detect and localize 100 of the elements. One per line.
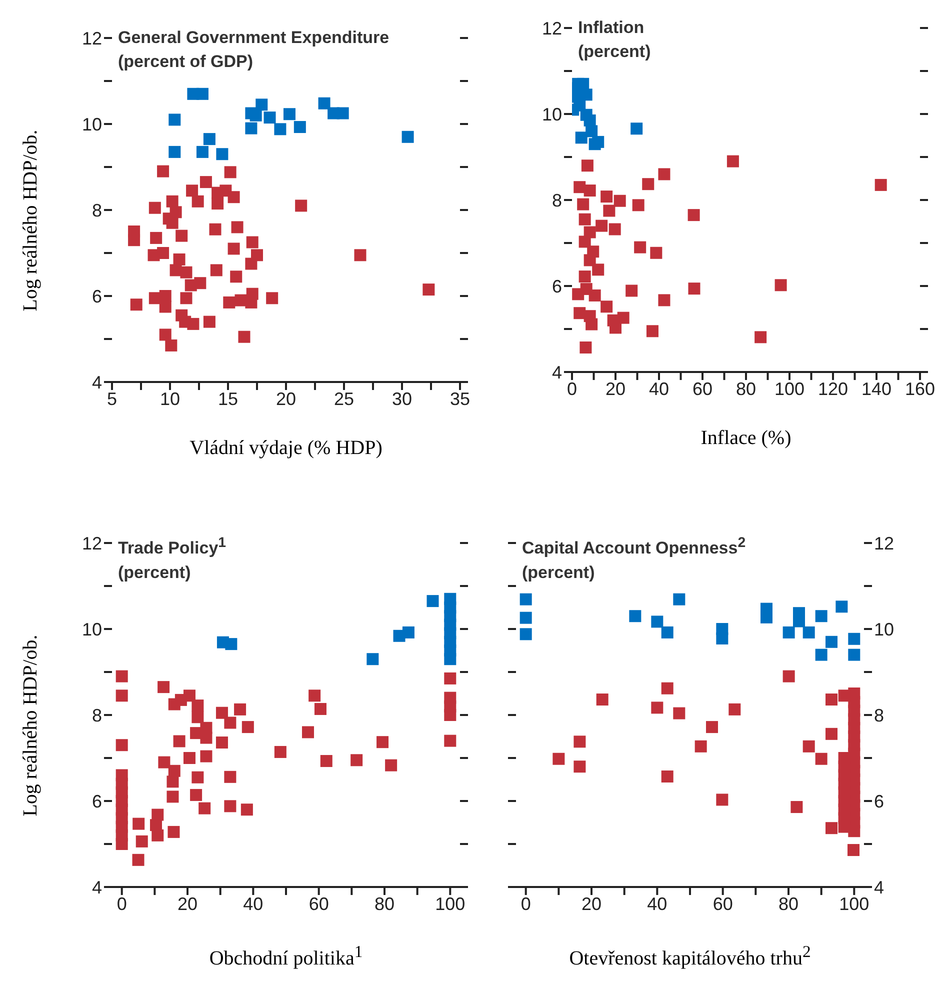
point [608, 223, 621, 236]
x-tick-label: 15 [218, 388, 238, 409]
y2-tick-label: 8 [874, 705, 884, 726]
point [266, 292, 278, 304]
point [116, 690, 128, 702]
point [634, 241, 646, 254]
point [574, 760, 586, 773]
point [250, 109, 262, 122]
x-tick-label: 20 [177, 894, 198, 914]
point [520, 612, 532, 624]
point [173, 735, 186, 748]
point [157, 165, 170, 178]
chart-title: Capital Account Openness$^{2}$ [522, 534, 746, 560]
point [173, 253, 186, 266]
x-tick-label: 20 [276, 388, 296, 409]
x-tick-label: 80 [778, 894, 799, 914]
point [245, 258, 258, 270]
point [826, 728, 838, 740]
point [577, 198, 590, 210]
point [230, 270, 242, 283]
point [520, 593, 532, 606]
point [245, 122, 258, 134]
y-tick-label: 10 [82, 114, 102, 134]
point [552, 752, 565, 765]
point [216, 736, 228, 749]
point [815, 610, 828, 622]
point [166, 195, 178, 208]
point [603, 204, 616, 217]
x-tick-label: 5 [106, 388, 118, 409]
y-tick-label: 4 [92, 877, 102, 898]
point [192, 700, 204, 712]
y-tick-label: 12 [82, 533, 102, 554]
point [588, 289, 601, 302]
point [422, 284, 435, 296]
point [165, 339, 178, 352]
chart-title: Trade Policy$^{1}$ [118, 534, 226, 560]
point [790, 801, 803, 814]
point [354, 249, 366, 262]
point [600, 190, 613, 203]
y-tick-label: 10 [82, 619, 102, 640]
x-tick-label: 20 [581, 894, 602, 914]
point [584, 184, 596, 197]
point [240, 804, 253, 816]
point [578, 213, 591, 226]
x-tick-label: 30 [392, 388, 412, 409]
y2-tick-label: 4 [874, 877, 884, 898]
x-tick-label: 20 [605, 378, 626, 399]
y-tick-label: 12 [82, 28, 102, 48]
y2-tick-label: 10 [874, 619, 894, 640]
y-tick-label: 6 [552, 276, 562, 296]
point [295, 200, 308, 212]
point [617, 312, 630, 324]
x-tick-label: 0 [566, 378, 578, 399]
x-tick-label: 140 [861, 378, 892, 399]
x-axis-title: Vládní výdaje (% HDP) [188, 437, 384, 460]
point [350, 754, 363, 766]
point [642, 178, 654, 190]
point [203, 133, 216, 146]
point [444, 672, 456, 684]
point [629, 610, 642, 622]
point [646, 325, 658, 338]
point [847, 844, 860, 856]
point [716, 794, 728, 806]
point [754, 331, 767, 344]
point [848, 648, 860, 661]
point [246, 288, 258, 300]
point [848, 632, 860, 645]
y-tick-label: 4 [92, 372, 102, 392]
point [626, 284, 638, 297]
point [673, 593, 686, 606]
point [572, 288, 584, 300]
point [318, 97, 330, 110]
point [520, 628, 532, 640]
point [575, 132, 588, 144]
x-tick-label: 100 [774, 378, 805, 399]
point [592, 264, 604, 276]
point [574, 181, 586, 194]
y-tick-label: 4 [552, 362, 562, 382]
point [651, 702, 664, 714]
point [444, 653, 456, 666]
point [159, 328, 172, 341]
point [782, 626, 795, 638]
point [688, 282, 700, 295]
point [196, 146, 208, 158]
point [581, 160, 594, 172]
point [774, 279, 787, 292]
point [402, 130, 414, 143]
point [192, 195, 204, 208]
point [574, 736, 586, 748]
point [128, 234, 140, 246]
point [632, 199, 644, 212]
point [242, 721, 254, 734]
point [283, 108, 296, 120]
point [200, 750, 212, 762]
point [592, 136, 604, 148]
y-axis-title: Log reálného HDP/ob. [20, 634, 42, 816]
x-tick-label: 60 [692, 378, 713, 399]
x-tick-label: 0 [116, 894, 127, 914]
point [224, 166, 236, 178]
point [157, 247, 170, 259]
